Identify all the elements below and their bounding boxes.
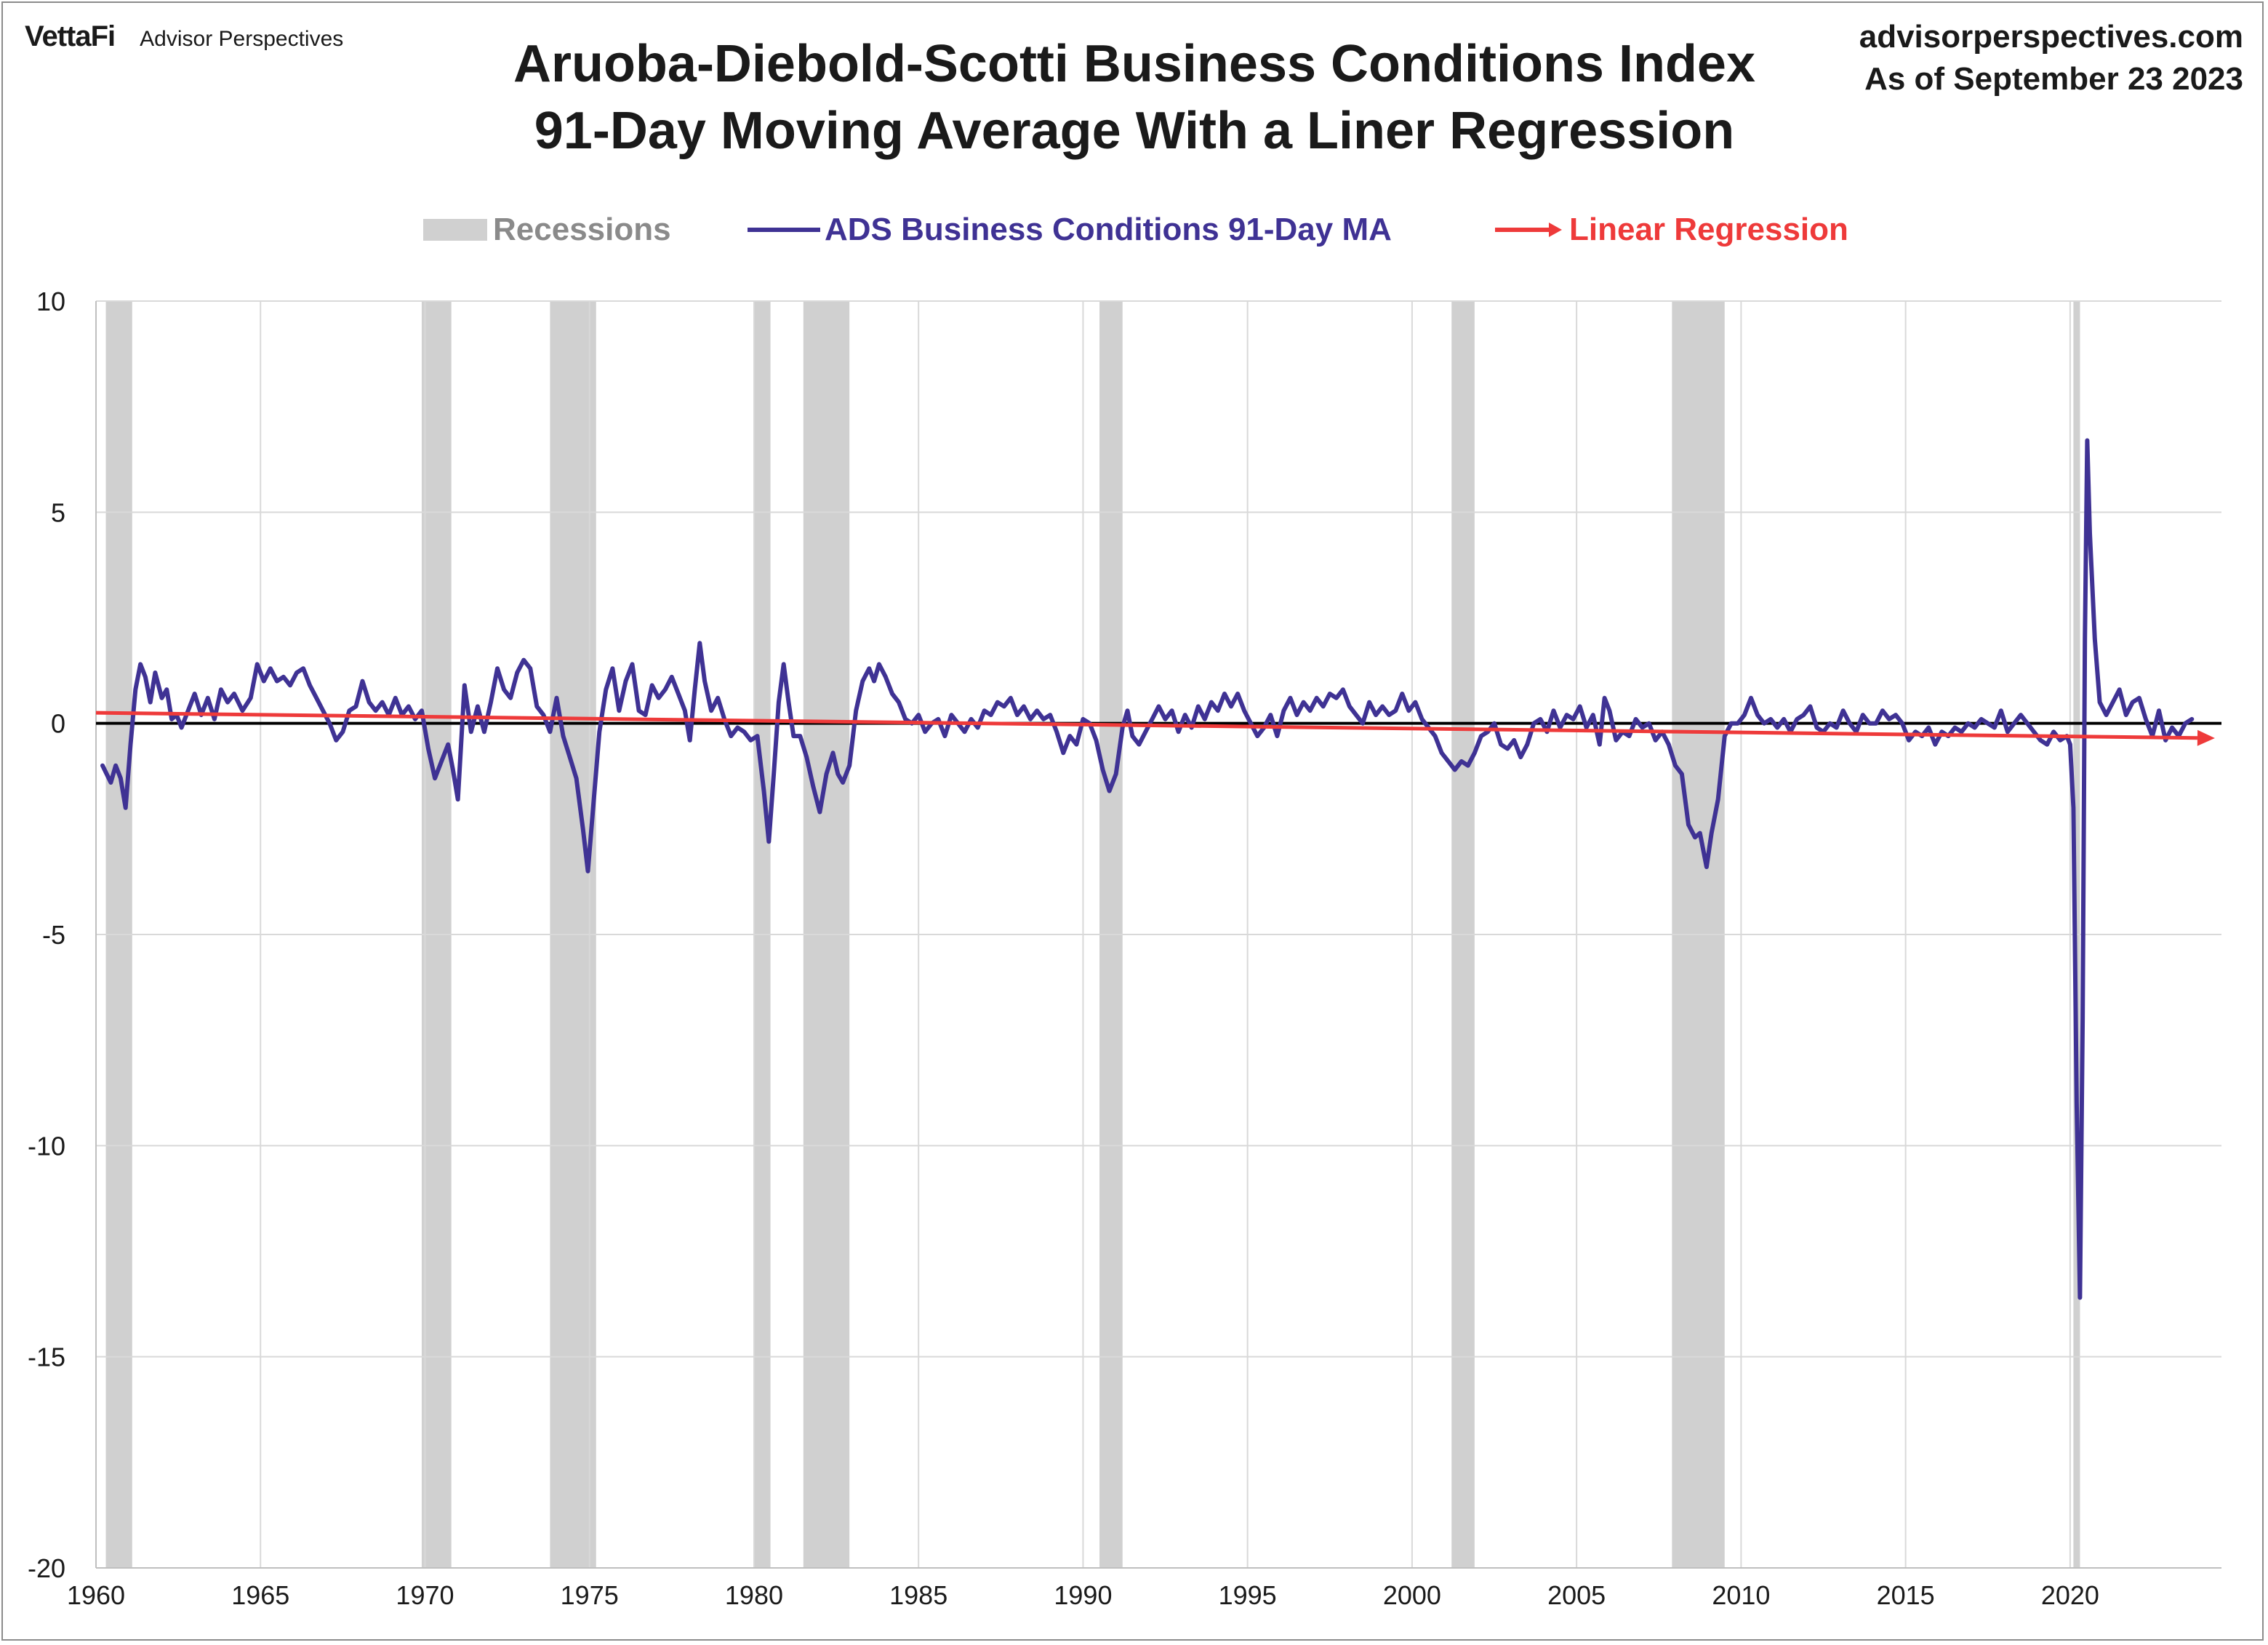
brand-name: VettaFi <box>25 20 116 52</box>
y-tick-label: 0 <box>51 709 65 739</box>
y-tick-label: 10 <box>36 287 65 316</box>
series-line-ads <box>100 438 2195 1300</box>
site-url: advisorperspectives.com <box>1859 19 2243 55</box>
x-tick-label: 2005 <box>1547 1580 1606 1610</box>
legend-label-regression: Linear Regression <box>1569 212 1848 247</box>
x-tick-label: 2000 <box>1383 1580 1441 1610</box>
legend-swatch-recessions <box>423 219 487 241</box>
x-tick-label: 1970 <box>396 1580 454 1610</box>
y-tick-label: -10 <box>28 1131 65 1161</box>
legend-label-ads: ADS Business Conditions 91-Day MA <box>825 212 1392 247</box>
as-of-date: As of September 23 2023 <box>1864 61 2243 97</box>
y-tick-label: -15 <box>28 1342 65 1372</box>
x-tick-label: 1985 <box>889 1580 947 1610</box>
regression-arrowhead-icon <box>2197 729 2215 746</box>
x-tick-label: 1980 <box>725 1580 783 1610</box>
legend-item-regression: Linear Regression <box>1494 208 1848 252</box>
brand-subtitle: Advisor Perspectives <box>140 27 344 51</box>
x-tick-label: 2020 <box>2041 1580 2099 1610</box>
legend-item-ads: ADS Business Conditions 91-Day MA <box>748 208 1392 252</box>
legend-swatch-regression-arrow-icon <box>1495 223 1562 237</box>
brand-logo: VettaFi Advisor Perspectives <box>25 20 343 53</box>
y-tick-label: -5 <box>42 920 65 950</box>
legend-item-recessions: Recessions <box>423 208 671 252</box>
chart-title-line2: 91-Day Moving Average With a Liner Regre… <box>534 102 1735 160</box>
x-tick-label: 2010 <box>1712 1580 1770 1610</box>
x-tick-label: 1975 <box>561 1580 619 1610</box>
x-tick-label: 2015 <box>1877 1580 1935 1610</box>
chart-title-line1: Aruoba-Diebold-Scotti Business Condition… <box>513 35 1756 93</box>
legend: Recessions ADS Business Conditions 91-Da… <box>0 208 2268 252</box>
x-tick-label: 1960 <box>67 1580 125 1610</box>
x-tick-label: 1990 <box>1054 1580 1112 1610</box>
x-tick-label: 1965 <box>231 1580 289 1610</box>
chart-title: Aruoba-Diebold-Scotti Business Condition… <box>407 31 1862 164</box>
source-info: advisorperspectives.com As of September … <box>1859 16 2243 100</box>
legend-label-recessions: Recessions <box>493 212 671 247</box>
y-tick-label: -20 <box>28 1553 65 1583</box>
y-tick-labels: 10 5 0 -5 -10 -15 -20 <box>28 287 65 1583</box>
x-tick-labels: 1960 1965 1970 1975 1980 1985 1990 1995 2000 2005… <box>67 1580 2099 1610</box>
series-line-regression <box>95 711 2197 740</box>
x-tick-label: 1995 <box>1219 1580 1277 1610</box>
legend-swatch-ads <box>748 228 820 232</box>
y-tick-label: 5 <box>51 497 65 527</box>
